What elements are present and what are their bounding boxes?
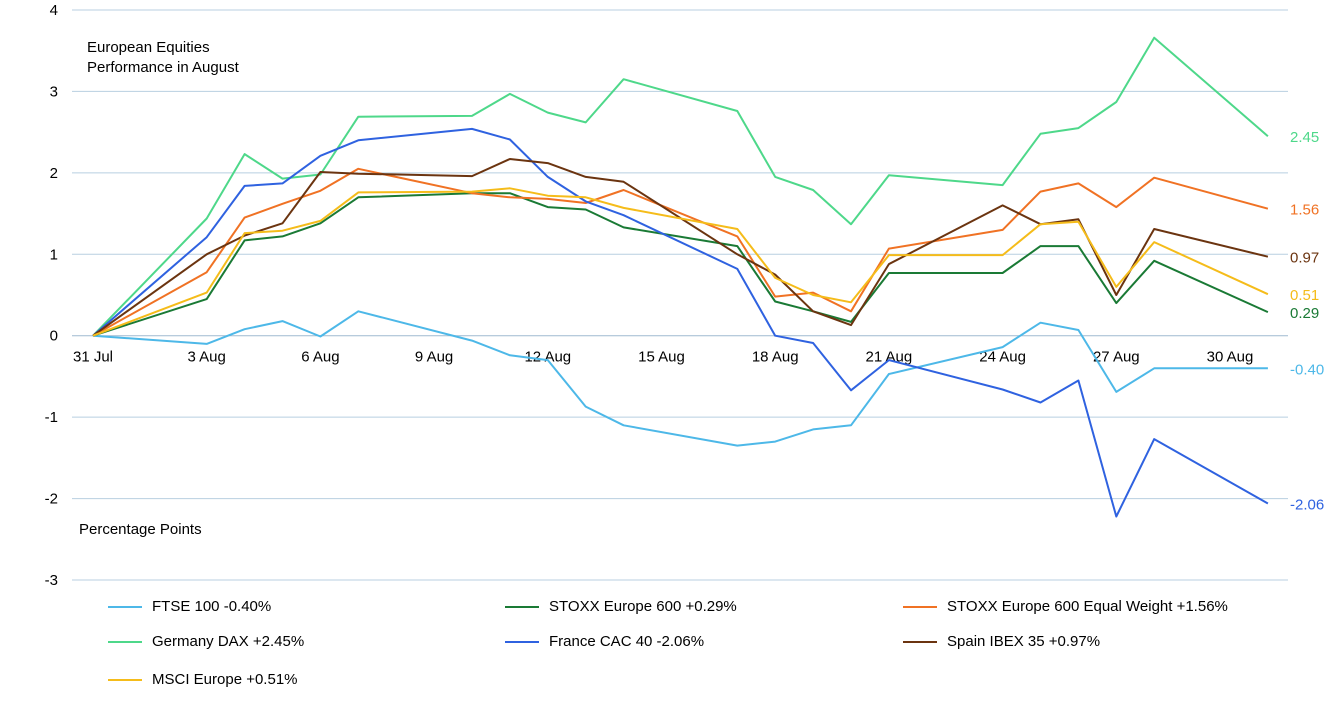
legend-item: France CAC 40 -2.06% (505, 633, 704, 650)
y-tick-label: -1 (45, 409, 58, 426)
x-tick-label: 15 Aug (638, 349, 685, 366)
legend-label: STOXX Europe 600 Equal Weight +1.56% (947, 598, 1228, 615)
legend-item: Germany DAX +2.45% (108, 633, 304, 650)
legend-swatch (903, 640, 937, 643)
legend-label: Spain IBEX 35 +0.97% (947, 633, 1101, 650)
legend-label: Germany DAX +2.45% (152, 633, 305, 650)
y-tick-label: 2 (50, 165, 58, 182)
x-tick-label: 18 Aug (752, 349, 799, 366)
x-tick-label: 3 Aug (188, 349, 226, 366)
y-axis-label: Percentage Points (79, 521, 202, 538)
x-tick-label: 31 Jul (73, 349, 113, 366)
legend-swatch (108, 640, 142, 643)
legend-item: MSCI Europe +0.51% (108, 671, 298, 688)
legend-swatch (108, 605, 142, 608)
chart-title-line-2: Performance in August (87, 59, 240, 76)
end-value-label: 2.45 (1290, 129, 1319, 146)
legend-swatch (505, 605, 539, 608)
y-tick-label: -2 (45, 491, 58, 508)
y-tick-label: -3 (45, 572, 58, 589)
x-axis-ticks: 31 Jul 3 Aug 6 Aug 9 Aug 12 Aug 15 Aug 18 Aug 2… (73, 349, 1253, 366)
legend-swatch (505, 640, 539, 643)
chart-title-line-1: European Equities (87, 39, 210, 56)
end-value-label: 1.56 (1290, 202, 1319, 219)
legend-swatch (903, 605, 937, 608)
legend-item: STOXX Europe 600 +0.29% (505, 598, 737, 615)
series-line (92, 127, 1269, 518)
end-labels: -0.40 0.29 1.56 2.45 -2.06 0.97 0.51 (1290, 129, 1324, 513)
series-line (92, 158, 1269, 337)
end-value-label: 0.97 (1290, 250, 1319, 267)
y-tick-label: 3 (50, 83, 58, 100)
legend-swatch (108, 678, 142, 681)
legend-label: STOXX Europe 600 +0.29% (549, 598, 737, 615)
legend-label: France CAC 40 -2.06% (549, 633, 705, 650)
end-value-label: -2.06 (1290, 496, 1324, 513)
end-value-label: -0.40 (1290, 361, 1324, 378)
series-line (92, 167, 1269, 337)
end-value-label: 0.29 (1290, 305, 1319, 322)
legend: FTSE 100 -0.40% STOXX Europe 600 +0.29% ST… (0, 590, 1329, 710)
legend-item: FTSE 100 -0.40% (108, 598, 271, 615)
chart-plot: 4 3 2 1 0 -1 -2 -3 31 Jul 3 Aug 6 Aug 9 Aug 12 Aug 1… (45, 2, 1325, 589)
series-line (92, 192, 1269, 337)
y-tick-label: 4 (50, 2, 58, 19)
series-lines (92, 36, 1269, 518)
legend-item: Spain IBEX 35 +0.97% (903, 633, 1100, 650)
x-tick-label: 30 Aug (1207, 349, 1254, 366)
series-line (92, 310, 1268, 447)
x-tick-label: 27 Aug (1093, 349, 1140, 366)
series-line (92, 36, 1269, 337)
legend-label: MSCI Europe +0.51% (152, 671, 298, 688)
x-tick-label: 12 Aug (524, 349, 571, 366)
legend-item: STOXX Europe 600 Equal Weight +1.56% (903, 598, 1228, 615)
y-axis-ticks: 4 3 2 1 0 -1 -2 -3 (45, 2, 58, 589)
x-tick-label: 6 Aug (301, 349, 339, 366)
y-tick-label: 0 (50, 328, 58, 345)
series-line (92, 187, 1269, 337)
legend-label: FTSE 100 -0.40% (152, 598, 272, 615)
end-value-label: 0.51 (1290, 287, 1319, 304)
x-tick-label: 9 Aug (415, 349, 453, 366)
x-tick-label: 21 Aug (866, 349, 913, 366)
x-tick-label: 24 Aug (979, 349, 1026, 366)
y-tick-label: 1 (50, 246, 58, 263)
